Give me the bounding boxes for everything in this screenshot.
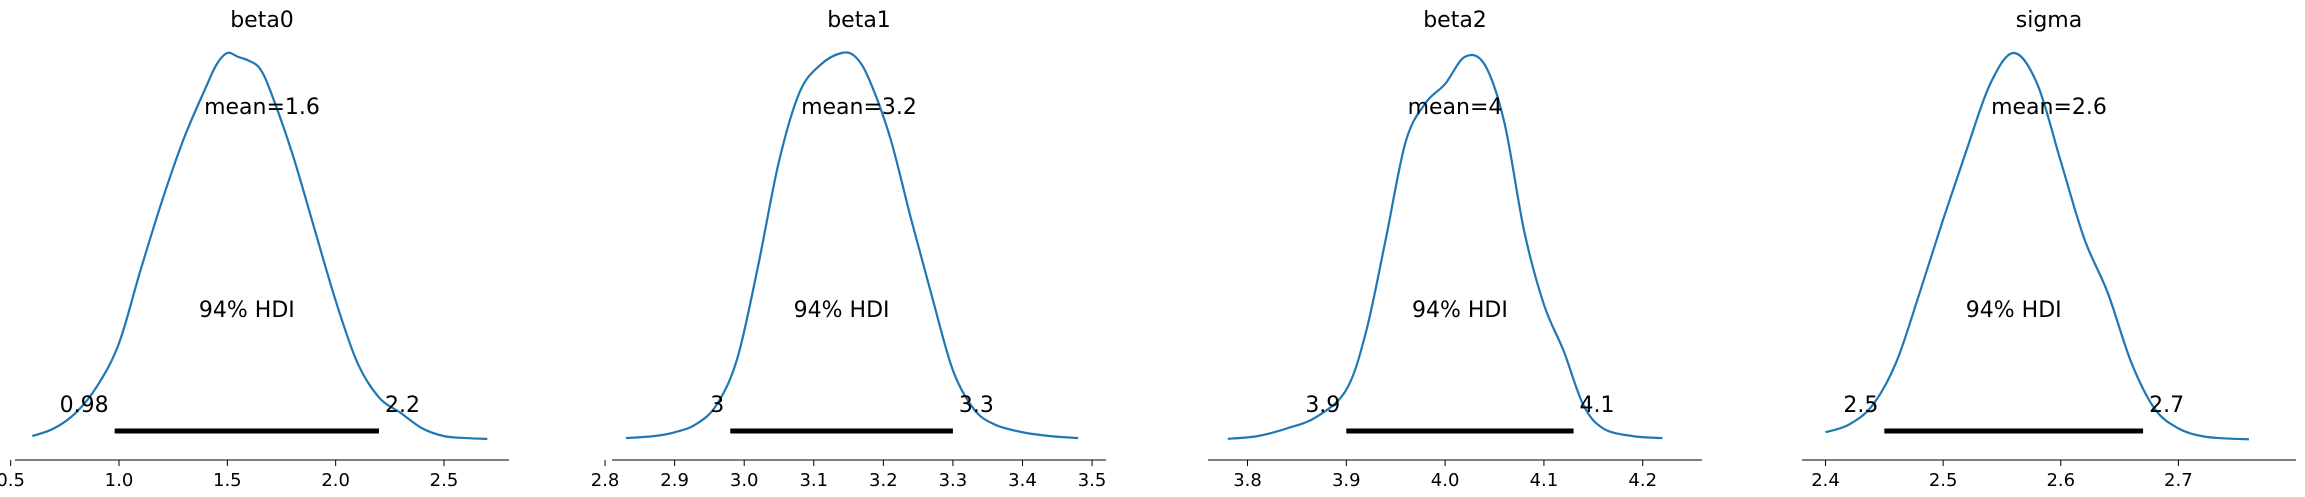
x-tick-label: 1.0 [105, 470, 134, 491]
x-tick-label: 2.8 [591, 470, 620, 491]
hdi-label: 94% HDI [794, 298, 890, 323]
hdi-high-label: 2.7 [2149, 393, 2184, 418]
x-tick-label: 4.2 [1628, 470, 1657, 491]
x-tick-label: 3.9 [1332, 470, 1361, 491]
hdi-label: 94% HDI [1966, 298, 2062, 323]
panel-beta0: beta0 0.5 1.0 1.5 2.0 2.5 0.98 2.2 94% HDI mean=1… [0, 8, 509, 491]
hdi-low-label: 3.9 [1305, 393, 1340, 418]
hdi-low-label: 3 [710, 393, 724, 418]
x-tick-label: 2.4 [1811, 470, 1840, 491]
kde-curve [31, 51, 488, 440]
x-tick-label: 2.0 [321, 470, 350, 491]
hdi-label: 94% HDI [1412, 298, 1508, 323]
subplot-panels: beta0 0.5 1.0 1.5 2.0 2.5 0.98 2.2 94% HDI mean=1… [0, 8, 2296, 491]
x-tick-label: 4.0 [1431, 470, 1460, 491]
x-tick-label: 2.6 [2046, 470, 2075, 491]
panel-title: sigma [2016, 8, 2082, 33]
x-tick-label: 2.7 [2164, 470, 2193, 491]
x-tick-label: 3.8 [1233, 470, 1262, 491]
x-tick-label: 2.5 [430, 470, 459, 491]
kde-curve [625, 51, 1079, 440]
kde-curve [1825, 51, 2249, 441]
x-tick-label: 4.1 [1530, 470, 1559, 491]
mean-label: mean=1.6 [204, 95, 320, 120]
x-tick-label: 1.5 [213, 470, 242, 491]
x-tick-label: 3.1 [799, 470, 828, 491]
mean-label: mean=4 [1408, 95, 1503, 120]
hdi-low-label: 0.98 [60, 393, 109, 418]
x-tick-label: 3.4 [1008, 470, 1037, 491]
panel-sigma: sigma 2.4 2.5 2.6 2.7 2.5 2.7 94% HDI mean=2.6 [1802, 8, 2296, 491]
x-tick-label: 3.3 [939, 470, 968, 491]
x-tick-label: 3.2 [869, 470, 898, 491]
hdi-high-label: 3.3 [959, 393, 994, 418]
panel-title: beta2 [1423, 8, 1487, 33]
x-tick-label: 2.5 [1929, 470, 1958, 491]
hdi-high-label: 4.1 [1580, 393, 1615, 418]
panel-title: beta1 [827, 8, 891, 33]
panel-title: beta0 [230, 8, 294, 33]
x-tick-label: 2.9 [660, 470, 689, 491]
mean-label: mean=2.6 [1991, 95, 2107, 120]
hdi-label: 94% HDI [199, 298, 295, 323]
kde-curve [1227, 53, 1663, 440]
panel-beta2: beta2 3.8 3.9 4.0 4.1 4.2 3.9 4.1 94% HDI mean=4 [1208, 8, 1702, 491]
mean-label: mean=3.2 [801, 95, 917, 120]
hdi-high-label: 2.2 [385, 393, 420, 418]
x-tick-label: 3.0 [730, 470, 759, 491]
panel-beta1: beta1 2.8 2.9 3.0 3.1 3.2 3.3 3.4 3.5 3 3.3 94% HDI… [591, 8, 1107, 491]
x-tick-label: 3.5 [1078, 470, 1107, 491]
x-tick-label: 0.5 [0, 470, 25, 491]
hdi-low-label: 2.5 [1843, 393, 1878, 418]
